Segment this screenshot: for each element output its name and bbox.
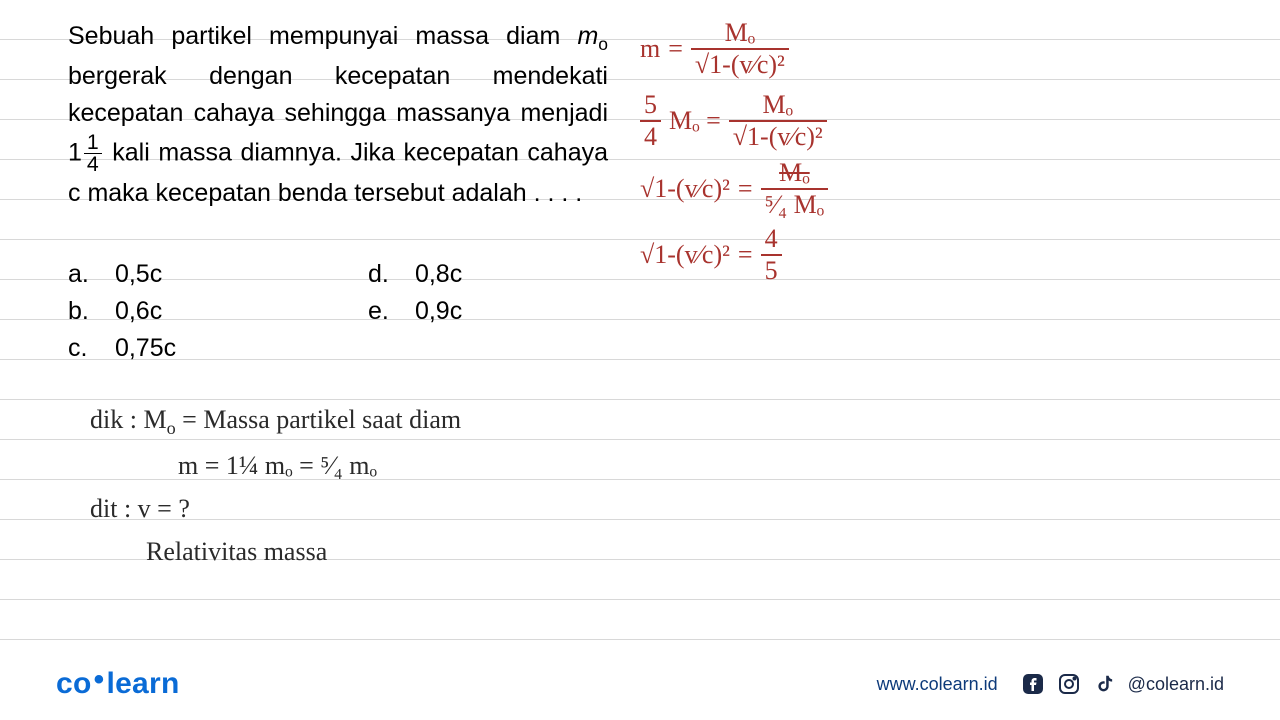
footer: co•learn www.colearn.id @colearn.id [0, 648, 1280, 720]
social-icons: @colearn.id [1020, 671, 1224, 697]
eq3: √1-(v⁄c)² = Mₒ ⁵⁄₄ Mₒ [640, 160, 828, 218]
eq2-den: √1-(v⁄c)² [729, 120, 827, 150]
eq3-den: ⁵⁄₄ Mₒ [761, 188, 829, 218]
option-row-2: b. 0,6c e. 0,9c [68, 293, 462, 330]
eq4-frac: 4 5 [761, 226, 782, 284]
note-line3: dit : v = ? [90, 489, 461, 528]
eq4-lhs: √1-(v⁄c)² [640, 238, 730, 272]
handwritten-notes: dik : Mo = Massa partikel saat diam m = … [90, 400, 461, 575]
note1-sub: o [167, 418, 176, 438]
social-handle: @colearn.id [1128, 674, 1224, 695]
eq4: √1-(v⁄c)² = 4 5 [640, 226, 828, 284]
eq3-lhs: √1-(v⁄c)² [640, 172, 730, 206]
note1-pre: dik : M [90, 405, 167, 434]
opt-b-text: 0,6c [115, 297, 162, 325]
q-m: m [577, 22, 598, 50]
opt-d-text: 0,8c [415, 260, 462, 288]
eq4-den: 5 [761, 254, 782, 284]
logo-dot: • [94, 663, 105, 696]
eq3-num: Mₒ [761, 160, 829, 188]
note-line4: Relativitas massa [90, 532, 461, 571]
tiktok-icon [1092, 671, 1118, 697]
opt-c-label: c. [68, 330, 108, 367]
note-line1: dik : Mo = Massa partikel saat diam [90, 400, 461, 442]
opt-e-label: e. [368, 293, 408, 330]
option-row-1: a. 0,5c d. 0,8c [68, 256, 462, 293]
opt-d-label: d. [368, 256, 408, 293]
eq2-rfrac: Mₒ √1-(v⁄c)² [729, 92, 827, 150]
q-m-sub: o [598, 34, 608, 54]
note1-post: = Massa partikel saat diam [176, 405, 461, 434]
q-part4: kali massa diamnya. Jika kecepatan cahay… [68, 138, 608, 207]
eq2: 5 4 Mₒ = Mₒ √1-(v⁄c)² [640, 92, 828, 150]
eq2-lfrac: 5 4 [640, 92, 661, 150]
logo: co•learn [56, 667, 180, 701]
opt-c-text: 0,75c [115, 334, 176, 362]
eq3-den-inner: ⁵⁄₄ Mₒ [765, 190, 825, 219]
facebook-icon [1020, 671, 1046, 697]
opt-b-label: b. [68, 293, 108, 330]
opt-a-text: 0,5c [115, 260, 162, 288]
note-line2: m = 1¼ mₒ = ⁵⁄₄ mₒ [90, 446, 461, 485]
opt-e-text: 0,9c [415, 297, 462, 325]
q-frac-num: 1 [84, 132, 102, 154]
eq1-num: Mₒ [691, 20, 789, 48]
footer-right: www.colearn.id @colearn.id [877, 671, 1224, 697]
question-text: Sebuah partikel mempunyai massa diam mo … [68, 18, 608, 212]
eq2-lnum: 5 [640, 92, 661, 120]
handwritten-solution: m = Mₒ √1-(v⁄c)² 5 4 Mₒ = Mₒ √1-(v⁄c)² √… [640, 20, 828, 292]
logo-co: co [56, 667, 92, 700]
eq4-eq: = [738, 238, 753, 272]
option-row-3: c. 0,75c [68, 330, 462, 367]
eq3-eq: = [738, 172, 753, 206]
eq1-frac: Mₒ √1-(v⁄c)² [691, 20, 789, 78]
eq1-den: √1-(v⁄c)² [691, 48, 789, 78]
eq1: m = Mₒ √1-(v⁄c)² [640, 20, 828, 78]
footer-url: www.colearn.id [877, 674, 998, 695]
logo-learn: learn [106, 667, 179, 700]
eq1-eq: = [668, 32, 683, 66]
eq2-lden: 4 [640, 120, 661, 150]
options-block: a. 0,5c d. 0,8c b. 0,6c e. 0,9c c. 0,75c [68, 256, 462, 367]
eq2-num: Mₒ [729, 92, 827, 120]
opt-a-label: a. [68, 256, 108, 293]
q-fraction: 14 [84, 132, 102, 176]
eq3-frac: Mₒ ⁵⁄₄ Mₒ [761, 160, 829, 218]
instagram-icon [1056, 671, 1082, 697]
eq1-lhs: m [640, 32, 660, 66]
eq4-num: 4 [761, 226, 782, 254]
q-frac-den: 4 [84, 154, 102, 175]
eq2-mid: Mₒ = [669, 104, 721, 138]
q-part1: Sebuah partikel mempunyai massa diam [68, 22, 577, 50]
